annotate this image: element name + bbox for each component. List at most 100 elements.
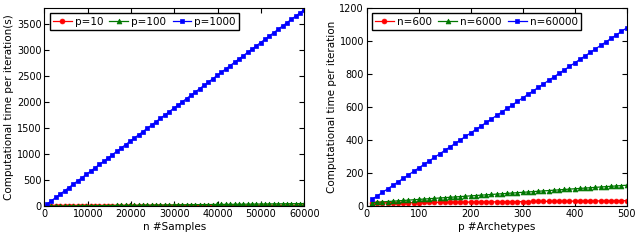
n=60000 (378, 191, 386, 194)
n=60000 (389, 184, 397, 187)
n=6000 (467, 194, 474, 197)
n=60000 (493, 114, 500, 117)
n=60000 (545, 79, 552, 82)
n=600 (404, 201, 412, 204)
n=60000 (571, 62, 579, 64)
n=600 (389, 201, 397, 204)
n=6000 (545, 189, 552, 192)
p=10 (126, 205, 134, 208)
n=6000 (378, 201, 386, 203)
n=60000 (404, 173, 412, 176)
n=600 (472, 201, 480, 203)
n=60000 (436, 152, 444, 155)
n=6000 (373, 201, 381, 204)
X-axis label: n #Samples: n #Samples (143, 222, 206, 232)
n=600 (607, 199, 615, 202)
n=60000 (529, 89, 537, 92)
p=10 (87, 205, 95, 208)
n=600 (508, 200, 516, 203)
n=6000 (586, 186, 594, 189)
n=600 (451, 201, 459, 204)
n=6000 (389, 200, 397, 203)
Line: p=1000: p=1000 (45, 7, 307, 206)
n=600 (596, 199, 604, 202)
n=600 (477, 201, 485, 203)
n=600 (373, 202, 381, 204)
n=6000 (612, 185, 620, 187)
p=1000 (205, 81, 212, 84)
n=600 (545, 200, 552, 203)
n=60000 (498, 110, 506, 113)
n=600 (436, 201, 444, 204)
p=1000 (117, 147, 125, 149)
n=6000 (602, 185, 610, 188)
n=6000 (555, 188, 563, 191)
n=600 (576, 200, 584, 202)
p=100 (205, 203, 212, 206)
n=600 (623, 199, 630, 202)
n=60000 (576, 58, 584, 61)
n=60000 (368, 198, 376, 201)
p=100 (87, 204, 95, 207)
Y-axis label: Computational time per iteration(s): Computational time per iteration(s) (4, 14, 14, 200)
n=60000 (477, 125, 485, 127)
p=10 (109, 205, 116, 208)
n=6000 (399, 199, 407, 202)
n=6000 (441, 196, 449, 199)
n=600 (378, 201, 386, 204)
n=600 (529, 200, 537, 203)
n=60000 (503, 107, 511, 110)
n=60000 (602, 41, 610, 43)
n=60000 (555, 72, 563, 75)
n=60000 (488, 118, 495, 120)
n=600 (534, 200, 542, 203)
n=6000 (456, 195, 464, 198)
n=60000 (446, 146, 454, 148)
n=6000 (420, 198, 428, 201)
p=100 (109, 204, 116, 207)
p=10 (117, 205, 125, 208)
n=60000 (415, 167, 422, 169)
n=600 (368, 202, 376, 204)
Legend: p=10, p=100, p=1000: p=10, p=100, p=1000 (50, 13, 239, 30)
n=6000 (425, 197, 433, 200)
n=6000 (591, 186, 599, 189)
n=600 (586, 200, 594, 202)
n=600 (540, 200, 547, 203)
n=6000 (550, 189, 557, 192)
n=6000 (540, 190, 547, 192)
n=600 (415, 201, 422, 204)
n=60000 (508, 104, 516, 106)
n=600 (467, 201, 474, 203)
n=6000 (493, 193, 500, 195)
p=1000 (126, 140, 134, 143)
n=6000 (483, 193, 490, 196)
p=10 (131, 205, 138, 208)
n=60000 (410, 170, 417, 173)
Line: p=100: p=100 (45, 201, 307, 209)
n=6000 (394, 199, 402, 202)
n=6000 (431, 197, 438, 200)
n=60000 (612, 34, 620, 36)
n=60000 (550, 76, 557, 78)
p=1000 (87, 170, 95, 173)
n=600 (420, 201, 428, 204)
p=1000 (109, 153, 116, 156)
n=60000 (467, 131, 474, 134)
n=60000 (483, 121, 490, 124)
n=60000 (514, 100, 522, 103)
n=600 (524, 200, 532, 203)
n=600 (425, 201, 433, 204)
n=600 (483, 201, 490, 203)
n=6000 (534, 190, 542, 193)
n=600 (612, 199, 620, 202)
n=6000 (368, 201, 376, 204)
n=60000 (534, 86, 542, 89)
n=60000 (461, 135, 469, 138)
n=60000 (607, 37, 615, 40)
n=600 (498, 200, 506, 203)
n=6000 (461, 195, 469, 198)
n=600 (441, 201, 449, 204)
n=60000 (456, 139, 464, 141)
n=60000 (431, 156, 438, 159)
